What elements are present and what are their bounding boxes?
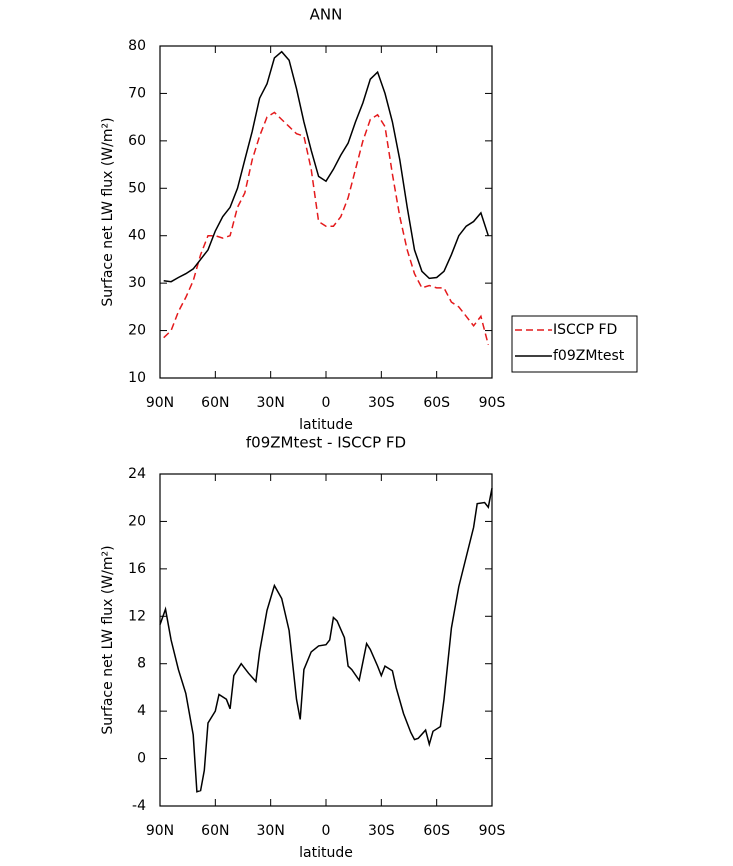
y-tick-label: 4 bbox=[137, 703, 146, 719]
x-axis-label: latitude bbox=[299, 417, 353, 433]
x-tick-label: 30N bbox=[257, 395, 285, 411]
y-tick-label: 50 bbox=[128, 180, 146, 196]
x-axis-label: latitude bbox=[299, 845, 353, 861]
plot-frame bbox=[159, 45, 493, 379]
x-tick-label: 60S bbox=[423, 395, 450, 411]
legend-box bbox=[511, 315, 638, 373]
x-tick-label: 60S bbox=[423, 823, 450, 839]
data-line bbox=[163, 111, 490, 345]
x-tick-label: 30S bbox=[368, 823, 395, 839]
y-tick-label: 70 bbox=[128, 85, 146, 101]
x-tick-label: 90S bbox=[479, 395, 506, 411]
y-tick-label: 20 bbox=[128, 323, 146, 339]
y-tick-label: 12 bbox=[128, 608, 146, 624]
y-axis-label: Surface net LW flux (W/m²) bbox=[100, 545, 116, 734]
x-tick-label: 60N bbox=[201, 823, 229, 839]
y-tick-label: -4 bbox=[132, 798, 146, 814]
x-tick-label: 60N bbox=[201, 395, 229, 411]
legend-label: f09ZMtest bbox=[553, 348, 625, 364]
y-tick-label: 60 bbox=[128, 133, 146, 149]
data-line bbox=[159, 488, 493, 793]
x-tick-label: 30N bbox=[257, 823, 285, 839]
y-tick-label: 40 bbox=[128, 228, 146, 244]
x-tick-label: 90N bbox=[146, 823, 174, 839]
y-tick-label: 0 bbox=[137, 751, 146, 767]
x-tick-label: 90N bbox=[146, 395, 174, 411]
y-tick-label: 80 bbox=[128, 38, 146, 54]
x-tick-label: 0 bbox=[322, 823, 331, 839]
x-tick-label: 30S bbox=[368, 395, 395, 411]
y-tick-label: 24 bbox=[128, 466, 146, 482]
legend-label: ISCCP FD bbox=[553, 322, 617, 338]
y-tick-label: 20 bbox=[128, 513, 146, 529]
chart-title: ANN bbox=[310, 6, 343, 24]
data-line bbox=[163, 50, 490, 283]
y-axis-label: Surface net LW flux (W/m²) bbox=[100, 117, 116, 306]
y-tick-label: 30 bbox=[128, 275, 146, 291]
x-tick-label: 0 bbox=[322, 395, 331, 411]
plot-frame bbox=[159, 473, 493, 807]
x-tick-label: 90S bbox=[479, 823, 506, 839]
y-tick-label: 8 bbox=[137, 656, 146, 672]
y-tick-label: 16 bbox=[128, 561, 146, 577]
y-tick-label: 10 bbox=[128, 370, 146, 386]
chart-title: f09ZMtest - ISCCP FD bbox=[246, 434, 406, 452]
